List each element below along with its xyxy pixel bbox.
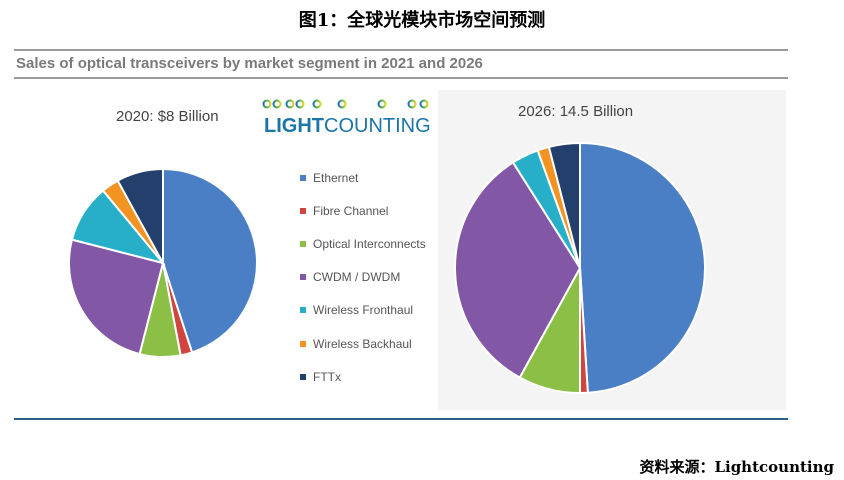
legend-label: FTTx	[313, 370, 341, 384]
legend-item: Wireless Fronthaul	[300, 302, 433, 318]
legend-swatch	[300, 374, 306, 380]
pie-title-2026: 2026: 14.5 Billion	[518, 103, 634, 120]
pie-slice-2020-fttx	[116, 167, 164, 264]
divider	[14, 418, 788, 420]
legend-label: Fibre Channel	[313, 204, 389, 218]
legend-swatch	[300, 307, 306, 313]
legend-label: Ethernet	[313, 171, 359, 185]
lightcounting-logo: LIGHTCOUNTING	[264, 115, 431, 137]
legend-item: Ethernet	[300, 170, 433, 186]
legend-label: CWDM / DWDM	[313, 270, 401, 284]
pie-slice-2026-fttx	[547, 141, 581, 269]
legend-label: Wireless Fronthaul	[313, 303, 414, 317]
logo-dots-icon	[262, 99, 429, 109]
figure-title: 图1：全球光模块市场空间预测	[298, 10, 546, 31]
pie-title-2020: 2020: $8 Billion	[116, 108, 219, 125]
legend-item: CWDM / DWDM	[300, 269, 433, 285]
divider	[14, 49, 788, 51]
legend-item: FTTx	[300, 369, 433, 385]
legend-item: Fibre Channel	[300, 203, 433, 219]
legend-label: Optical Interconnects	[313, 237, 426, 251]
legend-item: Wireless Backhaul	[300, 336, 433, 352]
legend-swatch	[300, 241, 306, 247]
source-note: 资料来源：Lightcounting	[639, 458, 834, 476]
legend-item: Optical Interconnects	[300, 236, 433, 252]
pie-slice-2026-cwdm-dwdm	[454, 161, 582, 379]
legend-swatch	[300, 274, 306, 280]
pie-slice-2026-ethernet	[579, 141, 706, 394]
pie-slice-2020-ethernet	[162, 167, 258, 354]
chart-title: Sales of optical transceivers by market …	[16, 55, 483, 72]
divider	[14, 77, 788, 79]
pie-slice-2020-cwdm-dwdm	[68, 238, 165, 356]
legend-swatch	[300, 208, 306, 214]
legend-swatch	[300, 341, 306, 347]
legend-swatch	[300, 175, 306, 181]
legend-label: Wireless Backhaul	[313, 337, 412, 351]
